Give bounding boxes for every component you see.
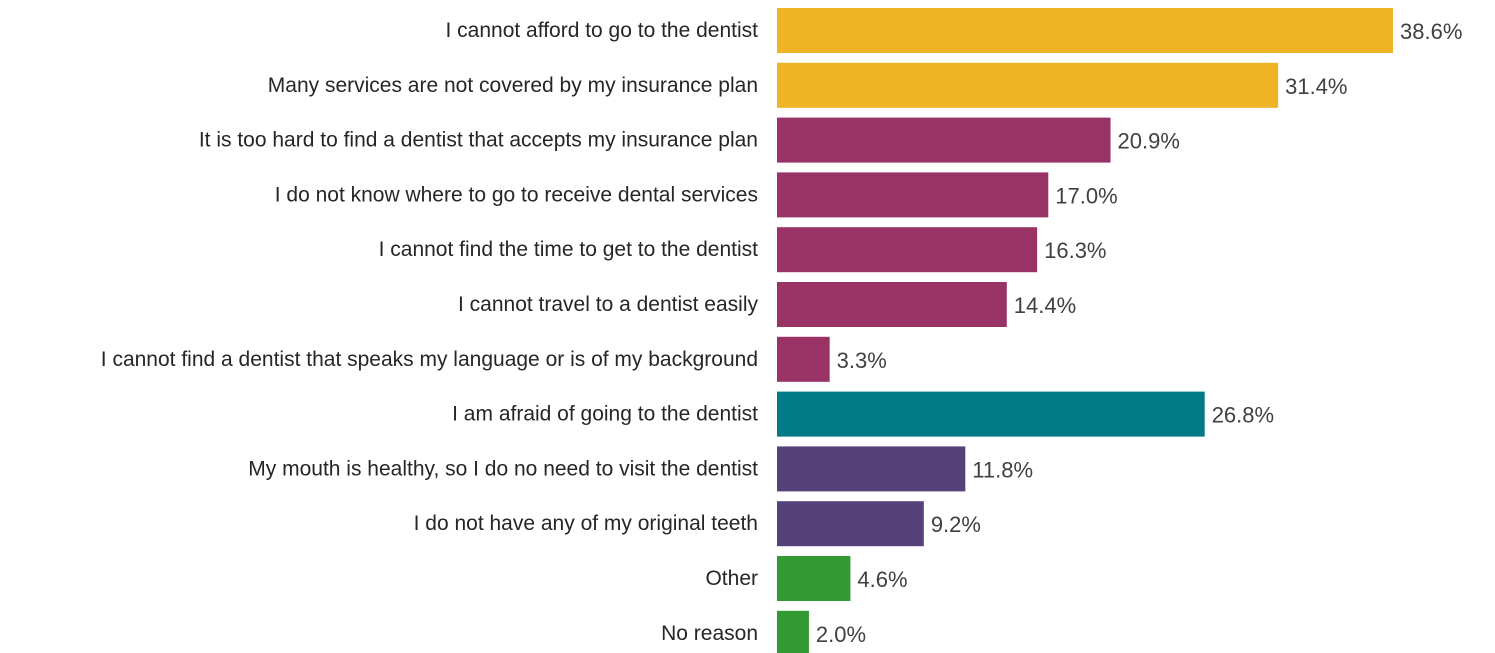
value-label-4: 16.3%	[1044, 238, 1106, 263]
category-label-0: I cannot afford to go to the dentist	[446, 19, 759, 42]
value-label-3: 17.0%	[1055, 183, 1117, 208]
category-label-1: Many services are not covered by my insu…	[268, 74, 758, 97]
value-label-9: 9.2%	[931, 512, 981, 537]
value-label-7: 26.8%	[1212, 403, 1274, 428]
category-label-9: I do not have any of my original teeth	[414, 512, 758, 535]
bar-5	[777, 282, 1007, 327]
category-label-10: Other	[705, 567, 758, 590]
value-label-group: 38.6% 31.4% 20.9% 17.0% 16.3% 14.4% 3.3% 26.8% 1…	[816, 19, 1462, 647]
bar-0	[777, 8, 1393, 53]
category-label-5: I cannot travel to a dentist easily	[458, 293, 758, 316]
value-label-2: 20.9%	[1118, 129, 1180, 154]
value-label-6: 3.3%	[837, 348, 887, 373]
value-label-1: 31.4%	[1285, 74, 1347, 99]
bar-3	[777, 172, 1049, 218]
bar-7	[777, 391, 1205, 437]
category-label-6: I cannot find a dentist that speaks my l…	[101, 348, 758, 371]
bar-2	[777, 117, 1111, 163]
value-label-5: 14.4%	[1014, 293, 1076, 318]
bar-6	[777, 336, 830, 382]
category-label-8: My mouth is healthy, so I do no need to …	[248, 457, 758, 480]
bar-9	[777, 501, 924, 547]
bar-1	[777, 62, 1279, 108]
bar-group	[777, 8, 1393, 653]
bar-10	[777, 556, 851, 601]
value-label-10: 4.6%	[857, 567, 907, 592]
bar-8	[777, 446, 966, 492]
value-label-0: 38.6%	[1400, 19, 1462, 44]
category-label-3: I do not know where to go to receive den…	[275, 183, 758, 206]
category-label-4: I cannot find the time to get to the den…	[379, 238, 759, 261]
bar-11	[777, 610, 809, 653]
value-label-11: 2.0%	[816, 622, 866, 647]
category-label-group: I cannot afford to go to the dentist Many…	[101, 19, 759, 645]
bar-4	[777, 227, 1038, 273]
category-label-7: I am afraid of going to the dentist	[452, 403, 758, 426]
category-label-11: No reason	[661, 622, 758, 645]
value-label-8: 11.8%	[972, 457, 1033, 482]
category-label-2: It is too hard to find a dentist that ac…	[199, 129, 758, 152]
